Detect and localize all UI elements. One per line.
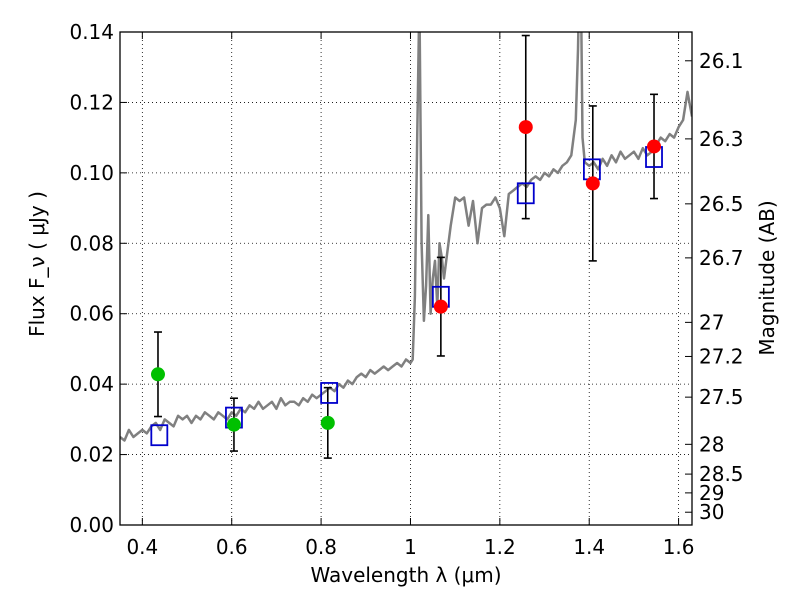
y-axis-label: Flux F_ν ( μJy ) — [25, 191, 49, 337]
x-tick-label: 1.2 — [484, 535, 516, 559]
spectrum-layer — [120, 32, 692, 442]
x-tick-label: 1.6 — [663, 535, 695, 559]
red-data-point — [647, 139, 662, 154]
points-layer — [150, 120, 663, 447]
y-tick-label: 0.12 — [69, 90, 114, 114]
y2-tick-label: 28.5 — [699, 462, 744, 486]
x-axis-ticks: 0.4 0.6 0.8 1 1.2 1.4 1.6 — [126, 32, 695, 559]
x-tick-label: 1 — [404, 535, 417, 559]
model-square-point — [320, 382, 339, 404]
y-tick-label: 0.10 — [69, 161, 114, 185]
x-axis-label: Wavelength λ (μm) — [310, 563, 501, 587]
y2-tick-label: 27.5 — [699, 385, 744, 409]
x-tick-label: 1.4 — [573, 535, 605, 559]
model-square-point — [150, 424, 169, 447]
y-tick-label: 0.08 — [69, 231, 114, 255]
y2-tick-label: 29 — [699, 481, 724, 505]
plot-frame — [119, 31, 693, 526]
x-tick-label: 0.6 — [216, 535, 248, 559]
y2-tick-label: 26.5 — [699, 192, 744, 216]
y-tick-label: 0.04 — [69, 372, 114, 396]
y-tick-label: 0.00 — [69, 513, 114, 537]
y-tick-label: 0.06 — [69, 302, 114, 326]
y-axis-ticks: 0.00 0.02 0.04 0.06 0.08 0.10 0.12 0.14 — [69, 20, 127, 537]
green-data-point — [320, 415, 335, 430]
y2-axis-label: Magnitude (AB) — [755, 200, 779, 355]
model-square-point — [516, 182, 535, 205]
red-data-point — [433, 299, 448, 314]
y-tick-label: 0.02 — [69, 443, 114, 467]
y2-tick-label: 27 — [699, 310, 724, 334]
grid-lines — [120, 31, 692, 526]
green-data-point — [226, 417, 241, 432]
green-data-point — [150, 367, 165, 382]
y2-tick-label: 26.7 — [699, 246, 744, 270]
y2-tick-label: 30 — [699, 500, 724, 524]
y-tick-label: 0.14 — [69, 20, 114, 44]
red-data-point — [585, 176, 600, 191]
red-data-point — [518, 120, 533, 135]
y2-tick-label: 28 — [699, 432, 724, 456]
spectrum-line — [120, 32, 692, 442]
x-tick-label: 0.8 — [305, 535, 337, 559]
y2-tick-label: 27.2 — [699, 344, 744, 368]
y2-tick-label: 26.3 — [699, 127, 744, 151]
x-tick-label: 0.4 — [126, 535, 158, 559]
y2-tick-label: 26.1 — [699, 49, 744, 73]
